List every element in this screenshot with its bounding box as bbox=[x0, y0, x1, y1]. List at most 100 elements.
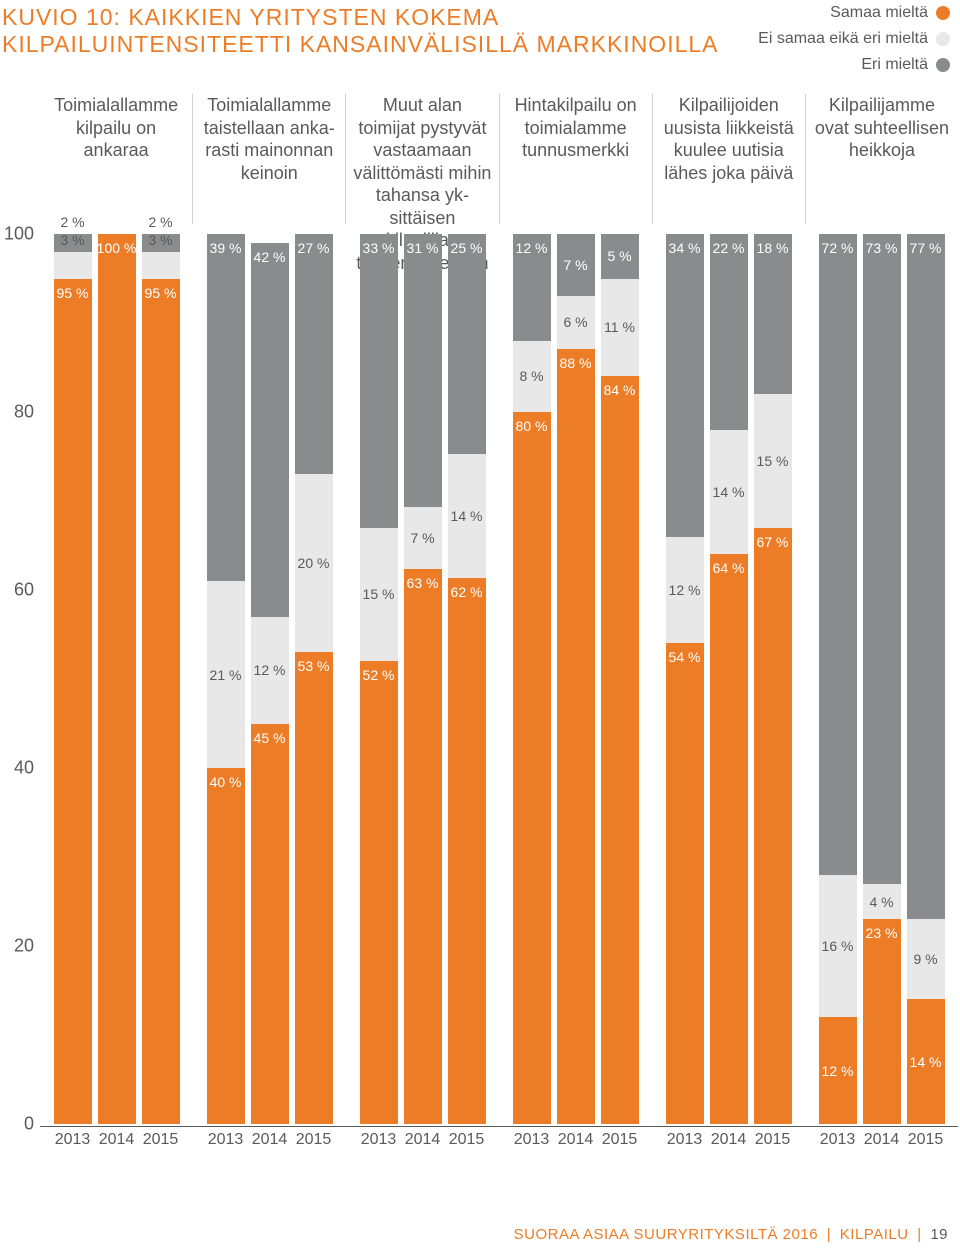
legend-label: Samaa mieltä bbox=[830, 4, 928, 22]
group-header: Hintakilpailu on toimialamme tunnusmerkk… bbox=[499, 94, 652, 224]
y-tick: 80 bbox=[14, 402, 34, 423]
bar-segment-neutral: 21 % bbox=[207, 581, 245, 768]
segment-label: 95 % bbox=[145, 285, 177, 301]
bar-segment-neutral: 8 % bbox=[513, 341, 551, 412]
footer-sep-2: | bbox=[917, 1226, 921, 1243]
bar-group: 12 %8 % 80 % 7 % 6 %88 %5 %11 %84 % bbox=[499, 234, 652, 1124]
bar-segment-disagree: 7 % bbox=[557, 234, 595, 296]
legend-label: Ei samaa eikä eri mieltä bbox=[758, 30, 928, 48]
bar-segment-agree: 62 % bbox=[448, 578, 486, 1124]
segment-label: 9 % bbox=[913, 951, 937, 967]
segment-label: 39 % bbox=[210, 240, 242, 256]
bar-segment-agree: 80 % bbox=[513, 412, 551, 1124]
bar-segment-neutral: 4 % bbox=[863, 884, 901, 920]
segment-label: 80 % bbox=[516, 418, 548, 434]
group-header: Kilpailijoiden uusista liikkeistä kuulee… bbox=[652, 94, 805, 224]
x-tick: 2013 bbox=[54, 1127, 92, 1154]
bar-group: 33 %15 %52 %31 %7 %63 %25 %14 %62 % bbox=[346, 234, 499, 1124]
x-group: 201320142015 bbox=[193, 1127, 346, 1154]
bar-group: 34 %12 %54 %22 %14 %64 %18 %15 %67 % bbox=[652, 234, 805, 1124]
stacked-bar: 18 %15 %67 % bbox=[754, 234, 792, 1124]
segment-label: 21 % bbox=[210, 667, 242, 683]
group-header: Toimialallamme taistellaan anka­rasti ma… bbox=[192, 94, 345, 224]
bar-segment-disagree: 31 % bbox=[404, 234, 442, 507]
bar-segment-agree: 63 % bbox=[404, 569, 442, 1124]
segment-label: 73 % bbox=[866, 240, 898, 256]
x-tick: 2015 bbox=[907, 1127, 945, 1154]
stacked-bar: 22 %14 %64 % bbox=[710, 234, 748, 1124]
x-group: 201320142015 bbox=[805, 1127, 958, 1154]
bar-segment-disagree: 18 % bbox=[754, 234, 792, 394]
bar-segment-agree: 53 % bbox=[295, 652, 333, 1124]
segment-label: 2 % bbox=[60, 214, 84, 230]
bar-segment-neutral: 12 % bbox=[666, 537, 704, 644]
stacked-bar: 7 % 6 %88 % bbox=[557, 234, 595, 1124]
chart-title: KUVIO 10: KAIKKIEN YRITYSTEN KOKEMA KILP… bbox=[2, 4, 758, 74]
header: KUVIO 10: KAIKKIEN YRITYSTEN KOKEMA KILP… bbox=[0, 0, 960, 94]
bar-segment-agree: 40 % bbox=[207, 768, 245, 1124]
bar-segment-agree: 88 % bbox=[557, 349, 595, 1124]
stacked-bar: 33 %15 %52 % bbox=[360, 234, 398, 1124]
bar-segment-agree: 95 % bbox=[142, 279, 180, 1125]
segment-label: 64 % bbox=[713, 560, 745, 576]
bar-segment-neutral: 9 % bbox=[907, 919, 945, 999]
segment-label: 15 % bbox=[363, 586, 395, 602]
bar-segment-agree: 45 % bbox=[251, 724, 289, 1125]
legend-item: Ei samaa eikä eri mieltä bbox=[758, 30, 950, 48]
x-tick: 2015 bbox=[601, 1127, 639, 1154]
legend: Samaa mieltäEi samaa eikä eri mieltäEri … bbox=[758, 4, 950, 74]
segment-label: 42 % bbox=[254, 249, 286, 265]
bar-segment-agree: 100 % bbox=[98, 234, 136, 1124]
x-tick: 2013 bbox=[666, 1127, 704, 1154]
bar-group: 72 %16 %12 %73 %4 %23 %77 %9 %14 % bbox=[805, 234, 958, 1124]
segment-label: 3 % bbox=[148, 232, 172, 248]
stacked-bar: 73 %4 %23 % bbox=[863, 234, 901, 1124]
segment-label: 14 % bbox=[910, 1054, 942, 1070]
x-tick: 2013 bbox=[360, 1127, 398, 1154]
bar-segment-agree: 84 % bbox=[601, 376, 639, 1124]
segment-label: 27 % bbox=[298, 240, 330, 256]
x-tick: 2014 bbox=[404, 1127, 442, 1154]
stacked-bar: 72 %16 %12 % bbox=[819, 234, 857, 1124]
stacked-bar: 2 %3 %95 % bbox=[54, 234, 92, 1124]
segment-label: 54 % bbox=[669, 649, 701, 665]
segment-label: 5 % bbox=[607, 248, 631, 264]
bar-segment-disagree: 25 % bbox=[448, 234, 486, 454]
stacked-bar: 12 %8 % 80 % bbox=[513, 234, 551, 1124]
x-tick: 2014 bbox=[863, 1127, 901, 1154]
segment-label: 40 % bbox=[210, 774, 242, 790]
footer-text: SUORAA ASIAA SUURYRITYKSILTÄ 2016 bbox=[514, 1226, 818, 1243]
y-tick: 40 bbox=[14, 758, 34, 779]
x-group: 201320142015 bbox=[40, 1127, 193, 1154]
segment-label: 14 % bbox=[713, 484, 745, 500]
bar-segment-agree: 54 % bbox=[666, 643, 704, 1124]
bar-segment-disagree: 27 % bbox=[295, 234, 333, 474]
bar-segment-disagree: 12 % bbox=[513, 234, 551, 341]
footer: SUORAA ASIAA SUURYRITYKSILTÄ 2016 | KILP… bbox=[514, 1226, 948, 1243]
bar-segment-neutral: 6 % bbox=[557, 296, 595, 349]
x-group: 201320142015 bbox=[346, 1127, 499, 1154]
x-tick: 2013 bbox=[819, 1127, 857, 1154]
x-tick: 2015 bbox=[295, 1127, 333, 1154]
footer-sep-1: | bbox=[827, 1226, 831, 1243]
bar-segment-agree: 12 % bbox=[819, 1017, 857, 1124]
segment-label: 2 % bbox=[148, 214, 172, 230]
segment-label: 100 % bbox=[97, 240, 137, 256]
chart: Toimialallamme kilpailu on ankaraaToimia… bbox=[0, 94, 960, 1154]
title-line-1: KUVIO 10: KAIKKIEN YRITYSTEN KOKEMA bbox=[2, 4, 758, 31]
stacked-bar: 5 %11 %84 % bbox=[601, 234, 639, 1124]
segment-label: 16 % bbox=[822, 938, 854, 954]
bar-segment-agree: 52 % bbox=[360, 661, 398, 1124]
stacked-bar: 34 %12 %54 % bbox=[666, 234, 704, 1124]
group-header: Kilpailijamme ovat suhteellisen heikkoja bbox=[805, 94, 958, 224]
bar-segment-neutral: 14 % bbox=[448, 454, 486, 577]
segment-label: 7 % bbox=[410, 530, 434, 546]
segment-label: 7 % bbox=[563, 257, 587, 273]
footer-page: 19 bbox=[930, 1226, 948, 1243]
stacked-bar: 27 %20 %53 % bbox=[295, 234, 333, 1124]
stacked-bar: 31 % 7 % 63 % bbox=[404, 234, 442, 1124]
segment-label: 31 % bbox=[407, 240, 439, 256]
x-axis: 2013201420152013201420152013201420152013… bbox=[40, 1126, 958, 1154]
segment-label: 77 % bbox=[910, 240, 942, 256]
segment-label: 84 % bbox=[604, 382, 636, 398]
